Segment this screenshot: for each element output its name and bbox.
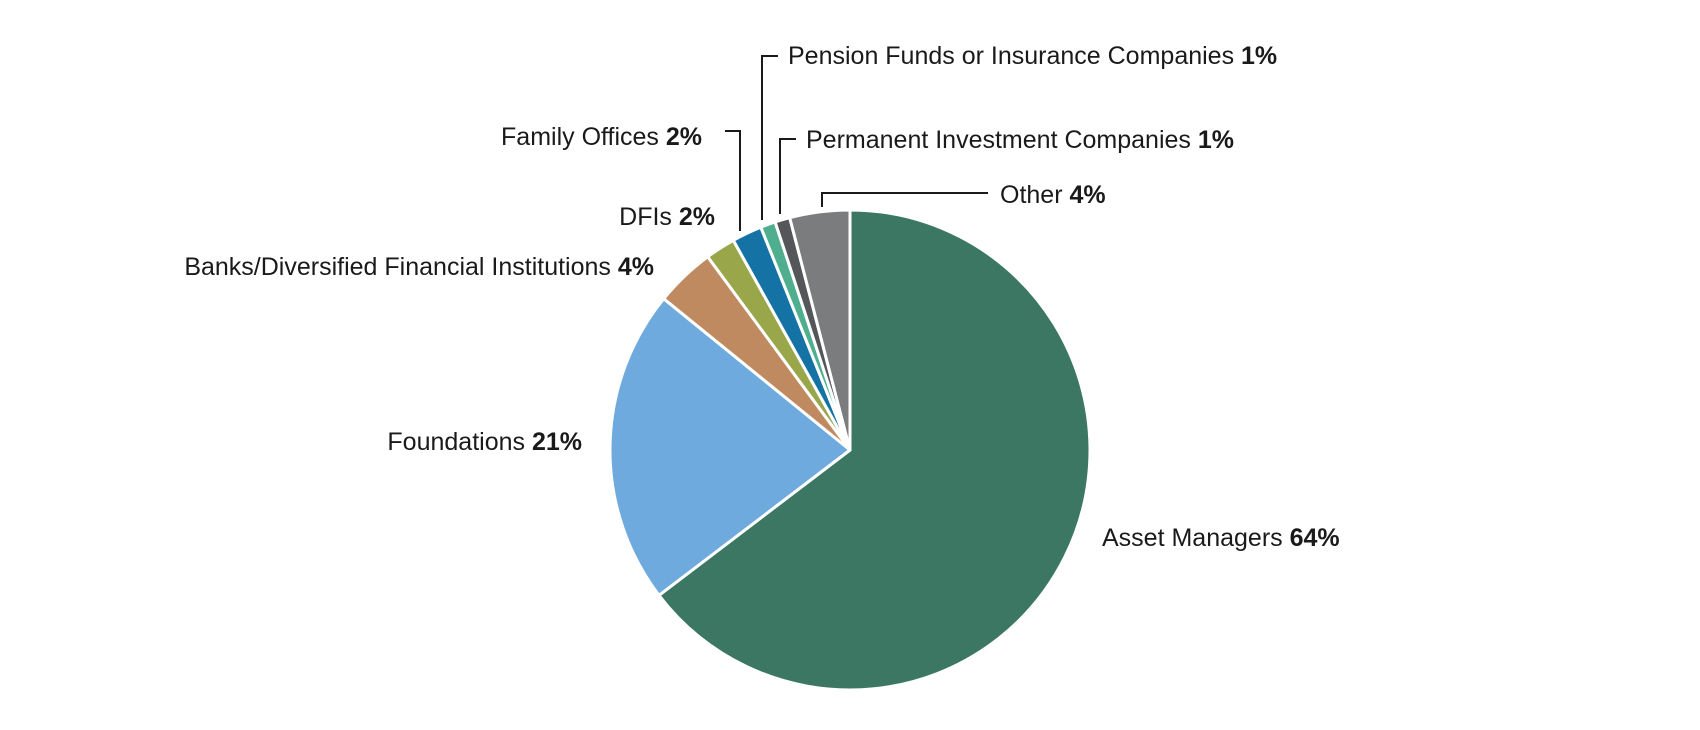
- slice-label-foundations: Foundations 21%: [387, 428, 582, 456]
- pie-slice-other: [788, 208, 852, 452]
- leader-line-family-offices: [725, 130, 741, 231]
- slice-label-other: Other 4%: [1000, 181, 1106, 209]
- slice-label-name: Banks/Diversified Financial Institutions: [184, 253, 618, 281]
- pie-slice-asset-managers: [657, 208, 1092, 692]
- slice-label-name: Other: [1000, 181, 1069, 209]
- slice-label-name: Asset Managers: [1102, 524, 1290, 552]
- slice-label-percent: 64%: [1290, 524, 1340, 552]
- leader-line-permanent-investment-companies: [779, 138, 796, 214]
- slice-label-percent: 2%: [666, 123, 702, 151]
- slice-label-name: Pension Funds or Insurance Companies: [788, 42, 1241, 70]
- slice-label-percent: 4%: [1069, 181, 1105, 209]
- leader-lines: [725, 55, 988, 231]
- pie-slices: [608, 208, 1092, 692]
- slice-label-asset-managers: Asset Managers 64%: [1102, 524, 1340, 552]
- slice-label-family-offices: Family Offices 2%: [501, 123, 702, 151]
- pie-slice-foundations: [608, 297, 852, 597]
- slice-label-name: Family Offices: [501, 123, 666, 151]
- slice-label-percent: 21%: [532, 428, 582, 456]
- slice-labels: Asset Managers 64% Foundations 21% Banks/D…: [184, 42, 1339, 552]
- slice-label-percent: 1%: [1241, 42, 1277, 70]
- slice-label-name: Foundations: [387, 428, 532, 456]
- slice-label-banks-diversified-financial-institutions: Banks/Diversified Financial Institutions…: [184, 253, 654, 281]
- slice-label-name: Permanent Investment Companies: [806, 126, 1198, 154]
- slice-label-name: DFIs: [619, 203, 679, 231]
- slice-label-percent: 4%: [618, 253, 654, 281]
- slice-label-percent: 1%: [1198, 126, 1234, 154]
- slice-label-permanent-investment-companies: Permanent Investment Companies 1%: [806, 126, 1234, 154]
- slice-label-pension-funds-or-insurance-companies: Pension Funds or Insurance Companies 1%: [788, 42, 1277, 70]
- leader-line-other: [821, 192, 988, 207]
- leader-line-pension-funds-or-insurance-companies: [761, 55, 778, 220]
- slice-label-dfis: DFIs 2%: [619, 203, 715, 231]
- slice-label-percent: 2%: [679, 203, 715, 231]
